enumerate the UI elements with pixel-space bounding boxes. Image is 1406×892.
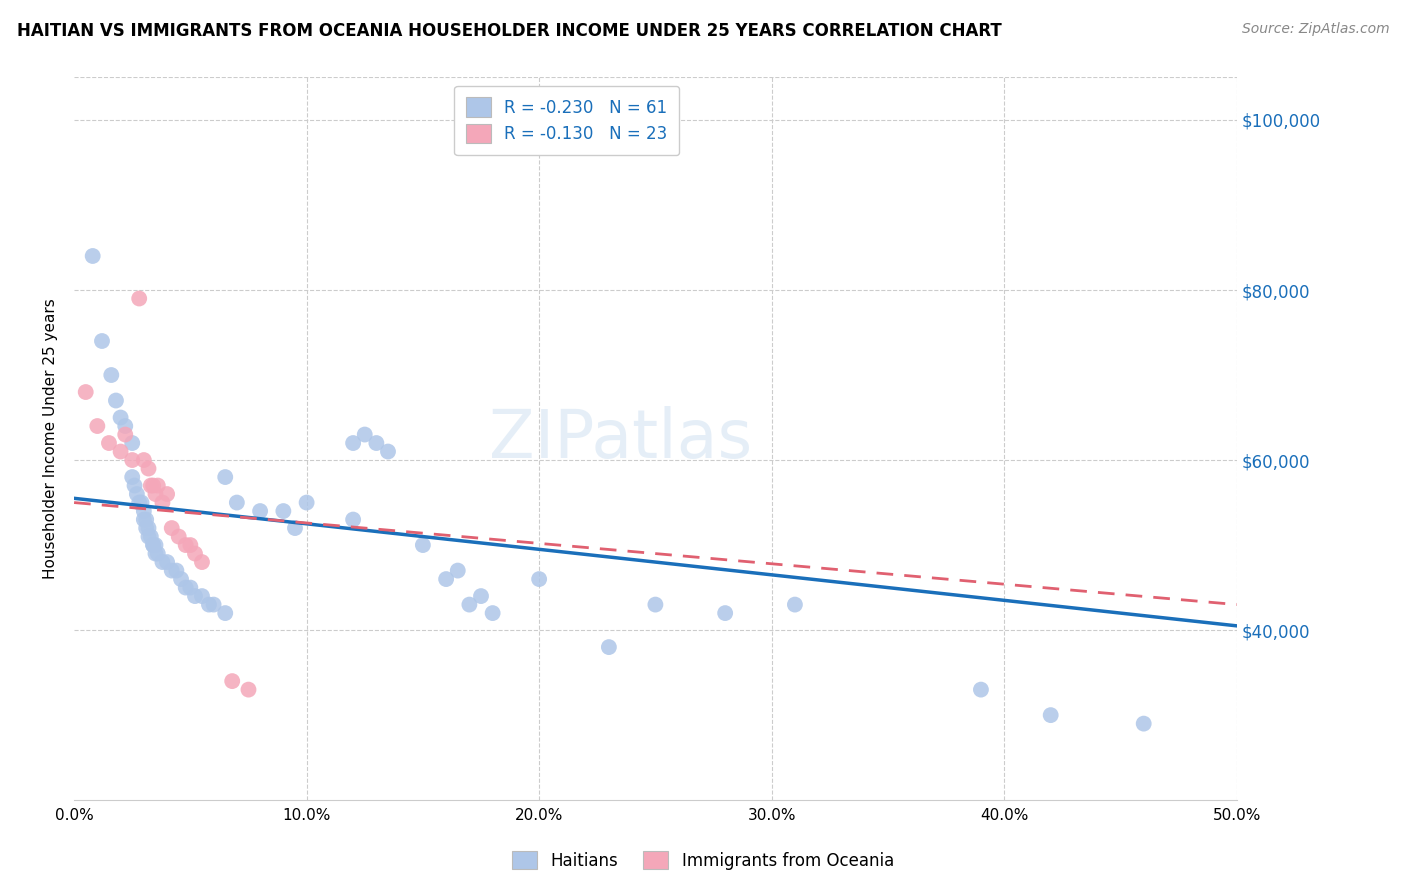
Point	[165, 564, 187, 578]
Text: ZIPatlas: ZIPatlas	[489, 406, 752, 472]
Point	[970, 682, 993, 697]
Point	[644, 598, 666, 612]
Point	[128, 292, 150, 306]
Point	[145, 547, 167, 561]
Point	[114, 427, 136, 442]
Point	[238, 682, 260, 697]
Point	[139, 530, 162, 544]
Point	[75, 384, 97, 399]
Point	[249, 504, 271, 518]
Point	[121, 436, 143, 450]
Point	[167, 530, 190, 544]
Text: HAITIAN VS IMMIGRANTS FROM OCEANIA HOUSEHOLDER INCOME UNDER 25 YEARS CORRELATION: HAITIAN VS IMMIGRANTS FROM OCEANIA HOUSE…	[17, 22, 1001, 40]
Point	[470, 589, 492, 603]
Point	[714, 606, 737, 620]
Point	[170, 572, 193, 586]
Point	[527, 572, 550, 586]
Point	[179, 581, 201, 595]
Point	[342, 512, 364, 526]
Point	[295, 495, 318, 509]
Point	[142, 538, 165, 552]
Point	[131, 495, 153, 509]
Point	[110, 410, 132, 425]
Point	[184, 547, 207, 561]
Point	[114, 419, 136, 434]
Point	[481, 606, 503, 620]
Point	[124, 478, 146, 492]
Point	[783, 598, 806, 612]
Point	[377, 444, 399, 458]
Point	[191, 589, 214, 603]
Point	[458, 598, 481, 612]
Point	[174, 581, 197, 595]
Point	[152, 555, 174, 569]
Point	[598, 640, 620, 654]
Y-axis label: Householder Income Under 25 years: Householder Income Under 25 years	[44, 299, 58, 579]
Point	[174, 538, 197, 552]
Point	[135, 512, 157, 526]
Point	[138, 461, 160, 475]
Point	[214, 470, 236, 484]
Point	[152, 495, 174, 509]
Point	[98, 436, 121, 450]
Point	[156, 555, 179, 569]
Point	[104, 393, 127, 408]
Point	[82, 249, 104, 263]
Point	[121, 470, 143, 484]
Point	[139, 478, 162, 492]
Point	[138, 521, 160, 535]
Point	[179, 538, 201, 552]
Point	[434, 572, 457, 586]
Point	[146, 478, 169, 492]
Point	[156, 487, 179, 501]
Legend: R = -0.230   N = 61, R = -0.130   N = 23: R = -0.230 N = 61, R = -0.130 N = 23	[454, 86, 679, 155]
Point	[142, 478, 165, 492]
Point	[184, 589, 207, 603]
Point	[447, 564, 470, 578]
Point	[142, 538, 165, 552]
Point	[146, 547, 169, 561]
Point	[125, 487, 148, 501]
Point	[353, 427, 375, 442]
Text: Source: ZipAtlas.com: Source: ZipAtlas.com	[1241, 22, 1389, 37]
Point	[128, 495, 150, 509]
Point	[138, 530, 160, 544]
Point	[160, 521, 183, 535]
Point	[145, 487, 167, 501]
Point	[121, 453, 143, 467]
Point	[132, 453, 155, 467]
Point	[86, 419, 108, 434]
Point	[110, 444, 132, 458]
Point	[135, 521, 157, 535]
Point	[214, 606, 236, 620]
Point	[100, 368, 122, 382]
Point	[132, 512, 155, 526]
Point	[225, 495, 247, 509]
Point	[273, 504, 295, 518]
Point	[160, 564, 183, 578]
Point	[221, 674, 243, 689]
Point	[284, 521, 307, 535]
Point	[1132, 716, 1154, 731]
Point	[198, 598, 221, 612]
Point	[202, 598, 225, 612]
Point	[342, 436, 364, 450]
Point	[91, 334, 114, 348]
Point	[412, 538, 434, 552]
Point	[145, 538, 167, 552]
Point	[366, 436, 388, 450]
Point	[132, 504, 155, 518]
Point	[191, 555, 214, 569]
Legend: Haitians, Immigrants from Oceania: Haitians, Immigrants from Oceania	[506, 845, 900, 877]
Point	[1039, 708, 1062, 723]
